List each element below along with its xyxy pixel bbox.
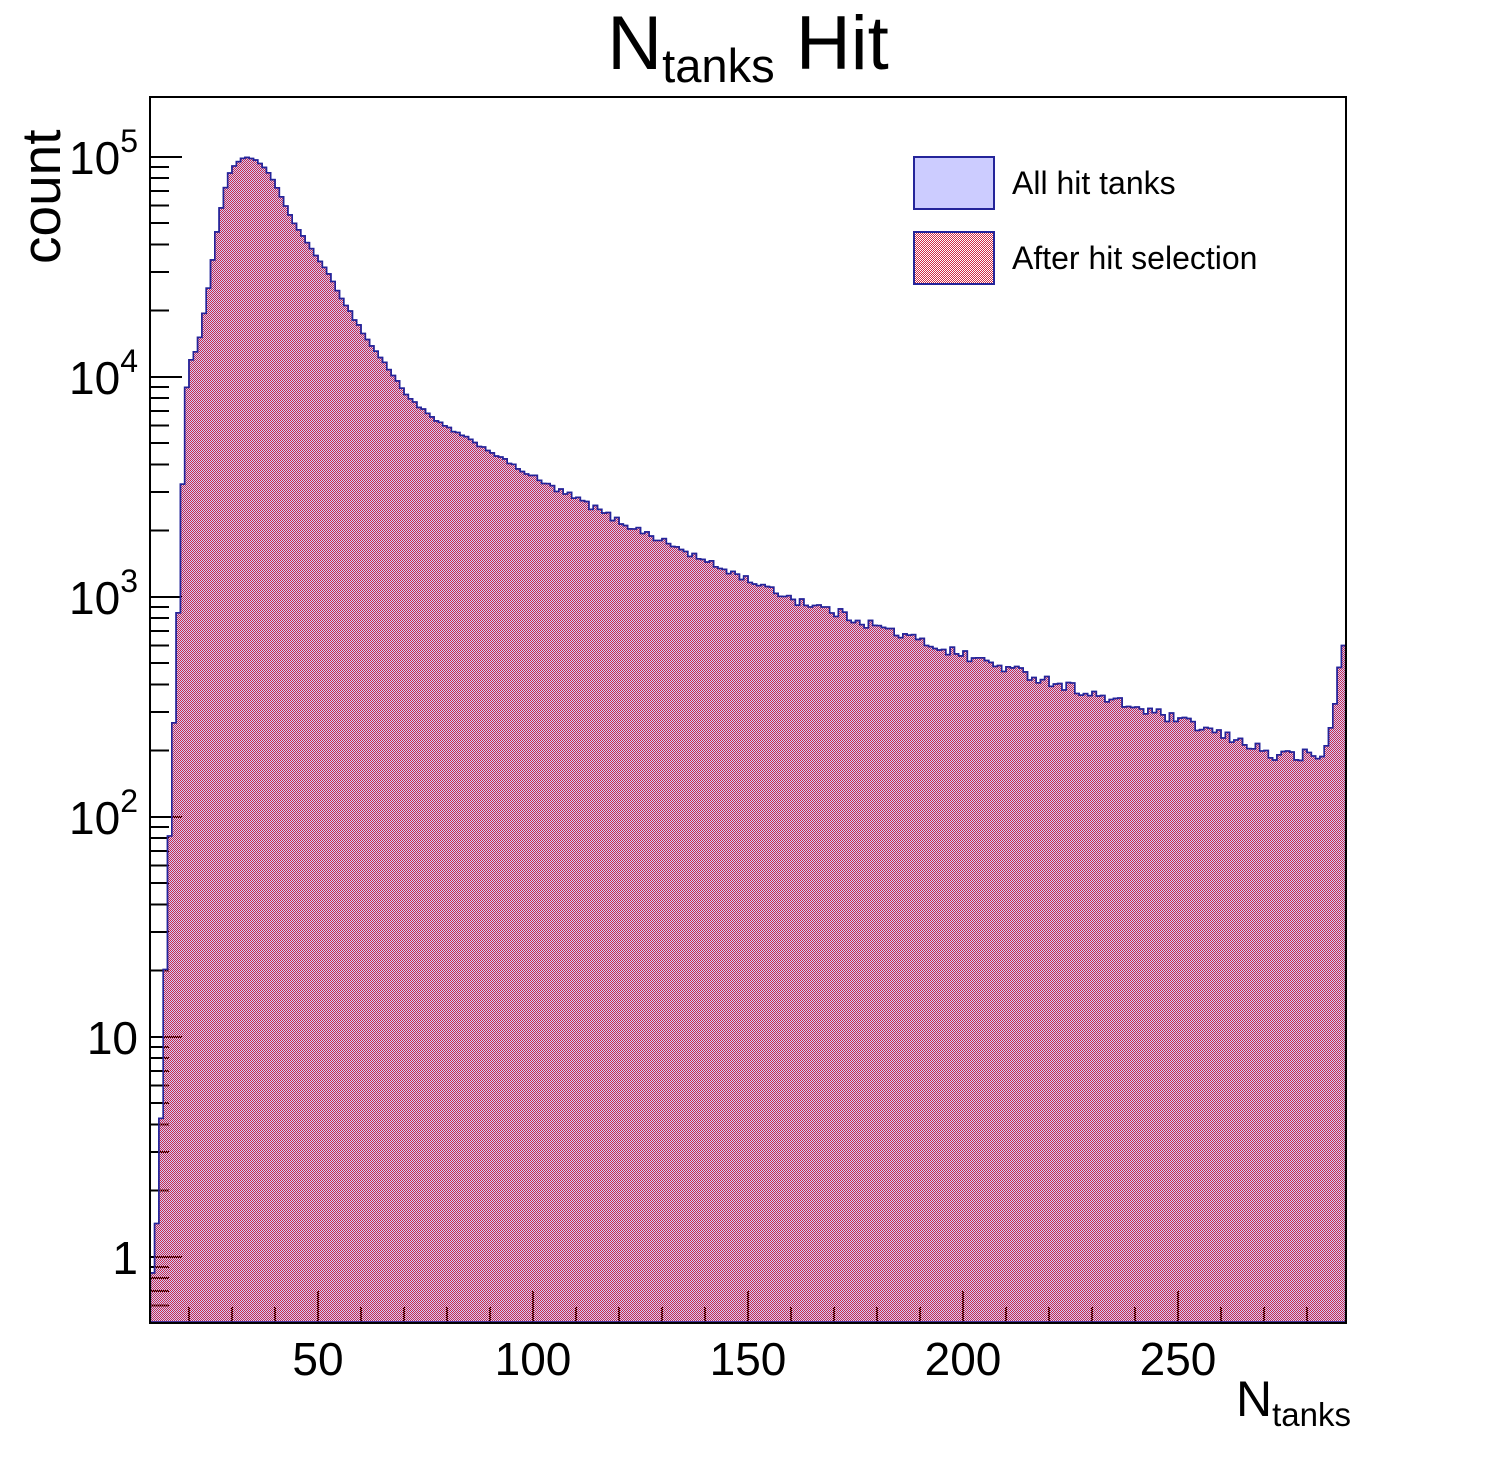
x-tick-label: 200 xyxy=(925,1333,1002,1385)
title-subscript: tanks xyxy=(662,39,775,93)
x-tick-label: 150 xyxy=(710,1333,787,1385)
y-tick-label: 103 xyxy=(69,563,138,624)
legend-label: All hit tanks xyxy=(1012,165,1176,201)
y-tick-label: 1 xyxy=(112,1232,138,1284)
histogram-after-hit-selection xyxy=(149,156,1347,1323)
legend: All hit tanks After hit selection xyxy=(913,156,1257,306)
y-axis-title: count xyxy=(10,129,72,264)
x-title-subscript: tanks xyxy=(1272,1395,1351,1433)
legend-swatch-after-hit-selection xyxy=(913,231,995,285)
legend-item-all-hit-tanks: All hit tanks xyxy=(913,156,1257,210)
x-axis-title: Ntanks xyxy=(1236,1374,1351,1431)
x-tick-label: 100 xyxy=(495,1333,572,1385)
y-tick-label: 102 xyxy=(69,783,138,844)
title-suffix: Hit xyxy=(774,1,889,86)
chart-title: Ntanks Hit xyxy=(0,4,1496,91)
x-title-main: N xyxy=(1236,1371,1273,1427)
legend-label: After hit selection xyxy=(1012,240,1258,276)
x-tick-label: 250 xyxy=(1140,1333,1217,1385)
legend-item-after-hit-selection: After hit selection xyxy=(913,231,1257,285)
y-tick-label: 10 xyxy=(87,1012,138,1064)
plot-frame xyxy=(149,96,1347,1324)
y-tick-label: 104 xyxy=(69,343,138,404)
y-tick-label: 105 xyxy=(69,123,138,184)
legend-swatch-all-hit-tanks xyxy=(913,156,995,210)
title-main: N xyxy=(607,1,663,86)
x-tick-label: 50 xyxy=(292,1333,343,1385)
